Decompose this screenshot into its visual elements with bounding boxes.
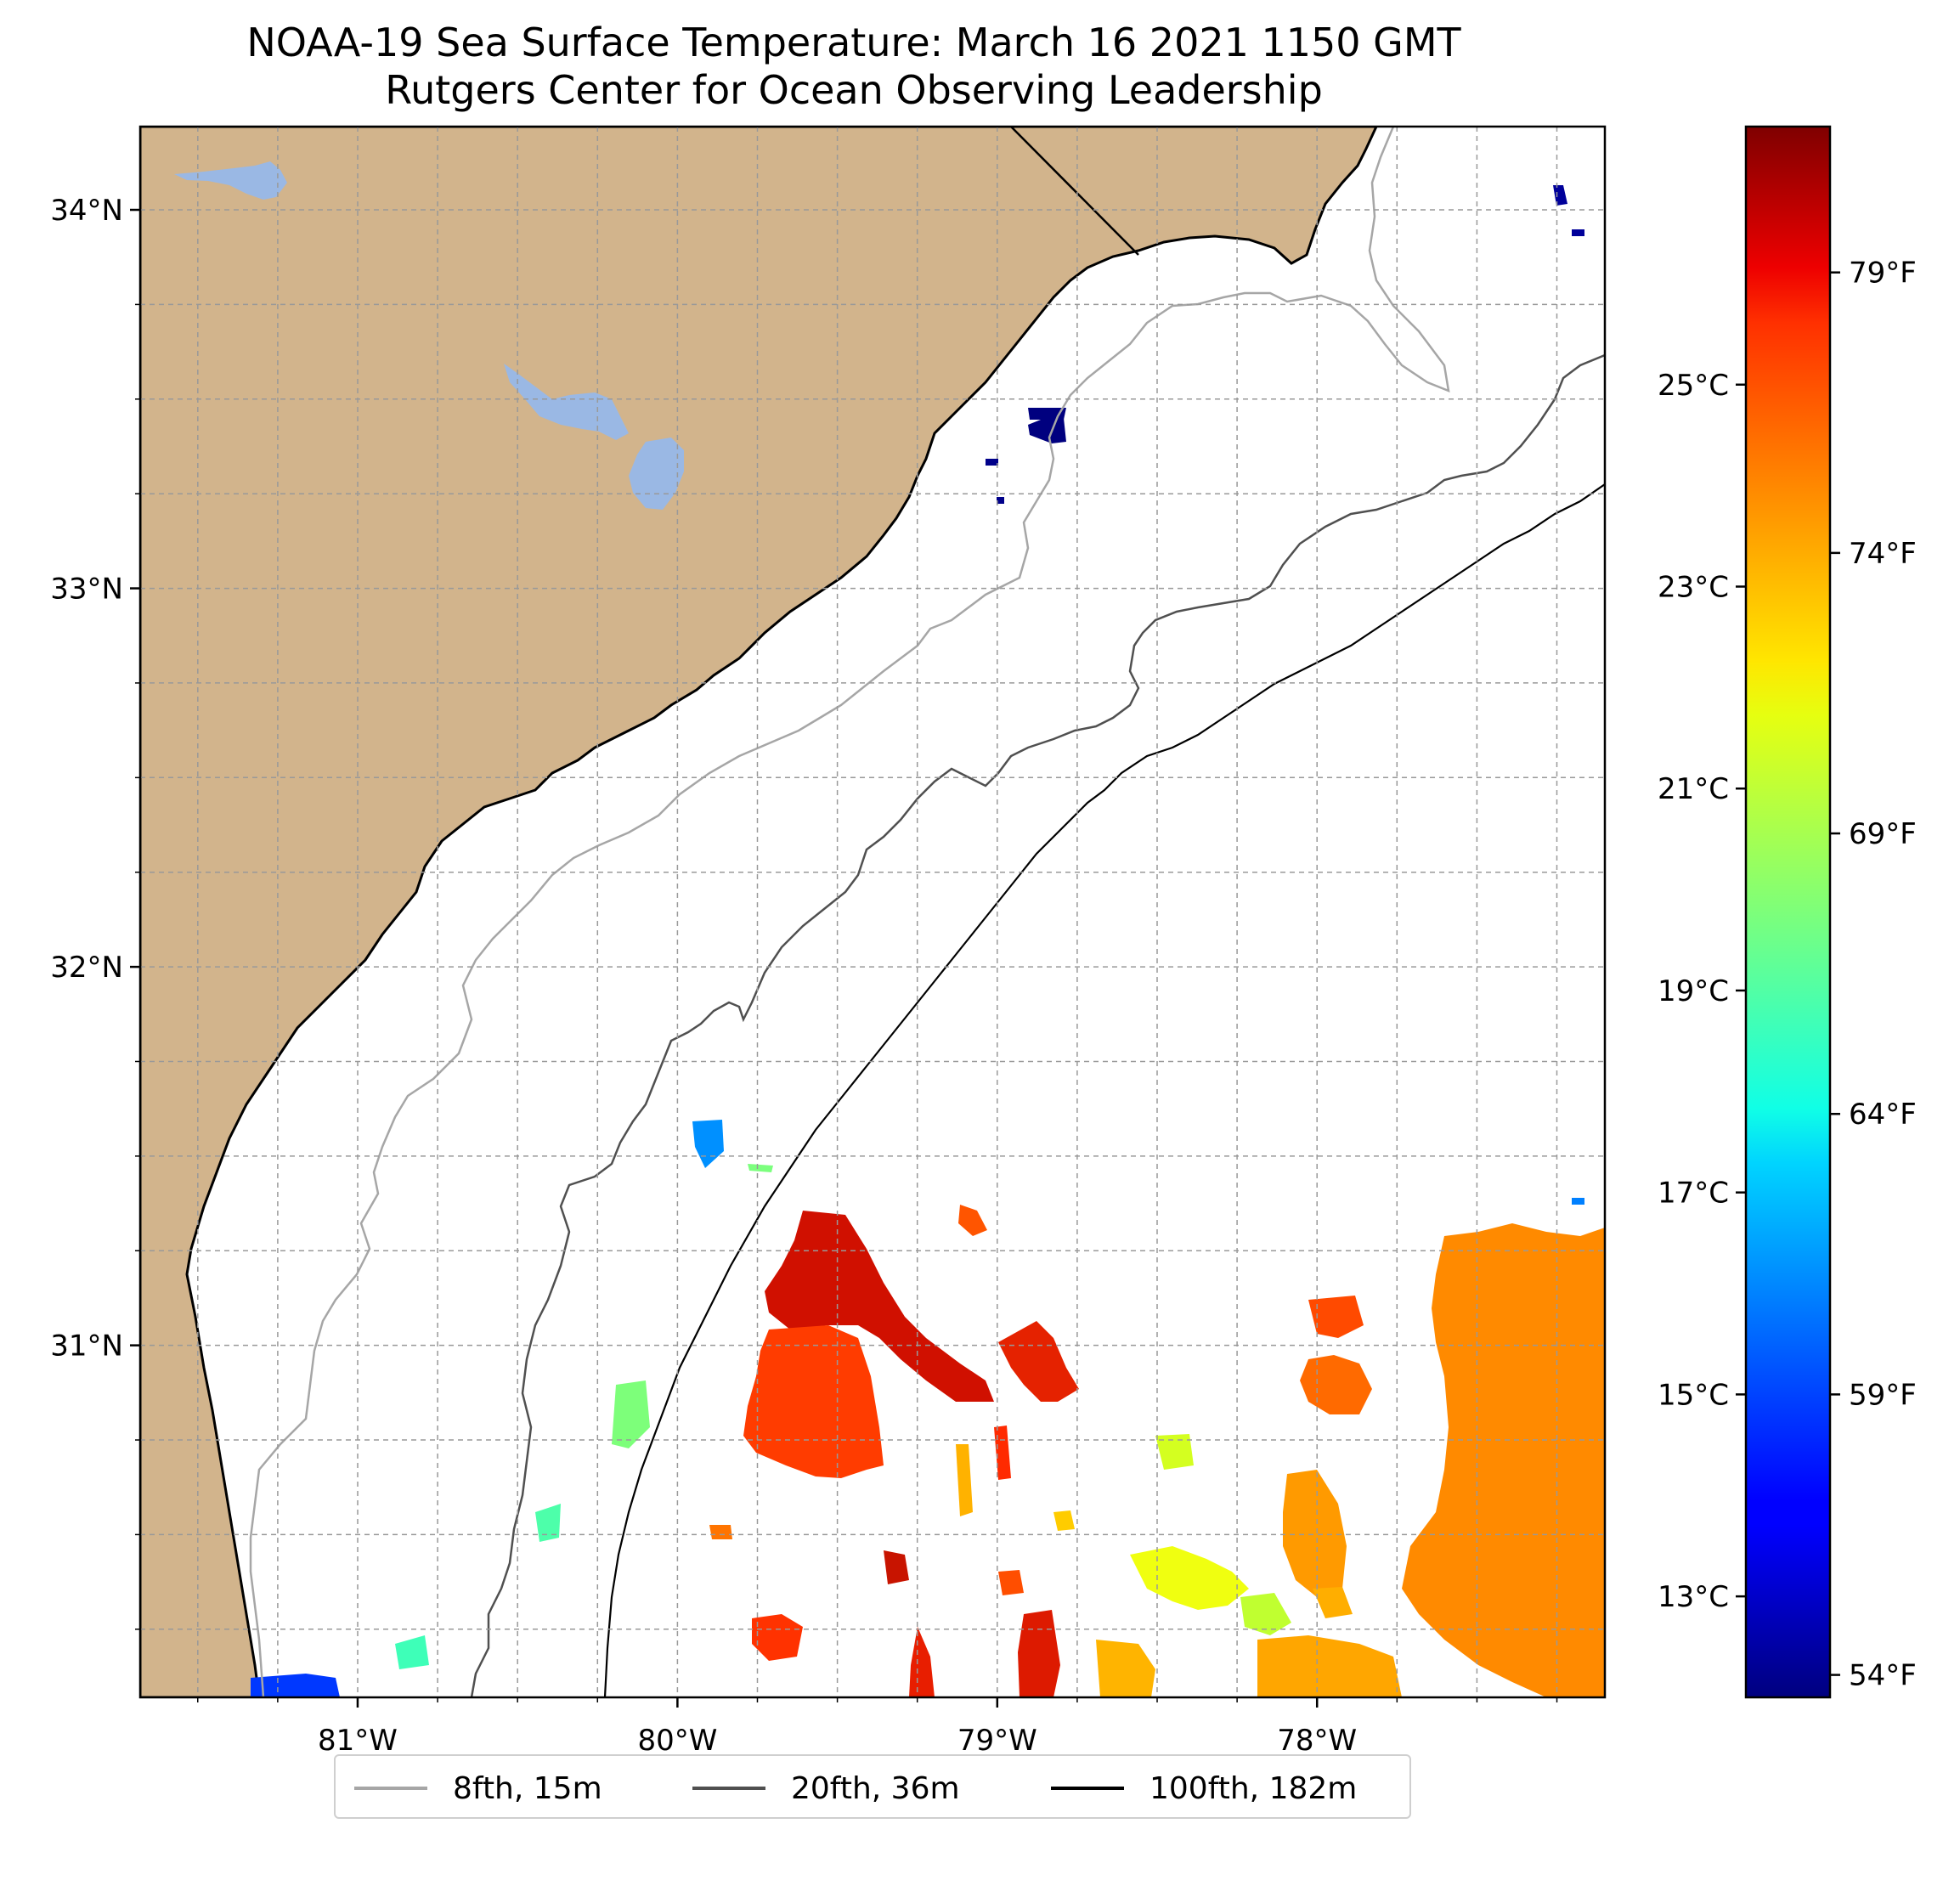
contour-8fth — [249, 127, 1450, 1697]
legend-label-8fth: 8fth, 15m — [453, 1770, 602, 1806]
longitude-axis: 81°W 80°W 79°W 78°W — [197, 1697, 1558, 1758]
colorbar-celsius-axis: 25°C 23°C 21°C 19°C 17°C 15°C 13°C — [1658, 369, 1746, 1614]
lat-tick-label: 33°N — [50, 573, 123, 607]
colorbar-frame — [1744, 125, 1832, 1699]
cb-celsius-label: 13°C — [1658, 1580, 1729, 1614]
map-subtitle: Rutgers Center for Ocean Observing Leade… — [385, 67, 1323, 113]
cb-fahrenheit-label: 79°F — [1849, 257, 1917, 291]
lon-tick-label: 81°W — [318, 1724, 398, 1758]
lake-moultrie — [629, 438, 684, 510]
cb-celsius-label: 23°C — [1658, 570, 1729, 604]
contour-100fth — [603, 483, 1605, 1697]
map-frame — [138, 125, 1607, 1699]
lake-north — [174, 161, 287, 200]
cb-fahrenheit-label: 69°F — [1849, 817, 1917, 851]
legend-item-20fth: 20fth, 36m — [692, 1756, 960, 1821]
cb-celsius-label: 25°C — [1658, 369, 1729, 403]
cb-fahrenheit-label: 64°F — [1849, 1098, 1917, 1132]
cb-celsius-label: 15°C — [1658, 1378, 1729, 1412]
cb-fahrenheit-label: 54°F — [1849, 1659, 1917, 1693]
land-mass — [140, 127, 1378, 1697]
map-gridlines — [140, 127, 1605, 1697]
contour-20fth — [470, 353, 1605, 1697]
cb-celsius-label: 17°C — [1658, 1177, 1729, 1211]
legend-label-100fth: 100fth, 182m — [1149, 1770, 1358, 1806]
lon-tick-label: 79°W — [957, 1724, 1037, 1758]
colorbar-fahrenheit-axis: 79°F 74°F 69°F 64°F 59°F 54°F — [1830, 257, 1917, 1693]
cb-fahrenheit-label: 74°F — [1849, 537, 1917, 571]
map-title: NOAA-19 Sea Surface Temperature: March 1… — [246, 20, 1461, 65]
legend-swatch-20fth — [692, 1787, 765, 1790]
lat-tick-label: 32°N — [50, 951, 123, 985]
legend-item-8fth: 8fth, 15m — [354, 1756, 602, 1821]
contour-legend: 8fth, 15m 20fth, 36m 100fth, 182m — [334, 1754, 1411, 1819]
cb-celsius-label: 19°C — [1658, 974, 1729, 1008]
sst-data-patches — [251, 185, 1605, 1697]
map-layers — [140, 127, 1605, 1697]
legend-swatch-8fth — [354, 1787, 427, 1790]
lat-tick-label: 31°N — [50, 1330, 123, 1363]
state-border — [1010, 127, 1139, 256]
lon-tick-label: 80°W — [637, 1724, 717, 1758]
legend-swatch-100fth — [1051, 1787, 1124, 1790]
cb-celsius-label: 21°C — [1658, 772, 1729, 806]
colorbar — [1746, 127, 1830, 1697]
lon-tick-label: 78°W — [1277, 1724, 1357, 1758]
cb-fahrenheit-label: 59°F — [1849, 1378, 1917, 1412]
lat-tick-label: 34°N — [50, 194, 123, 228]
latitude-axis: 34°N 33°N 32°N 31°N — [50, 194, 140, 1630]
legend-item-100fth: 100fth, 182m — [1051, 1756, 1357, 1821]
legend-label-20fth: 20fth, 36m — [791, 1770, 960, 1806]
